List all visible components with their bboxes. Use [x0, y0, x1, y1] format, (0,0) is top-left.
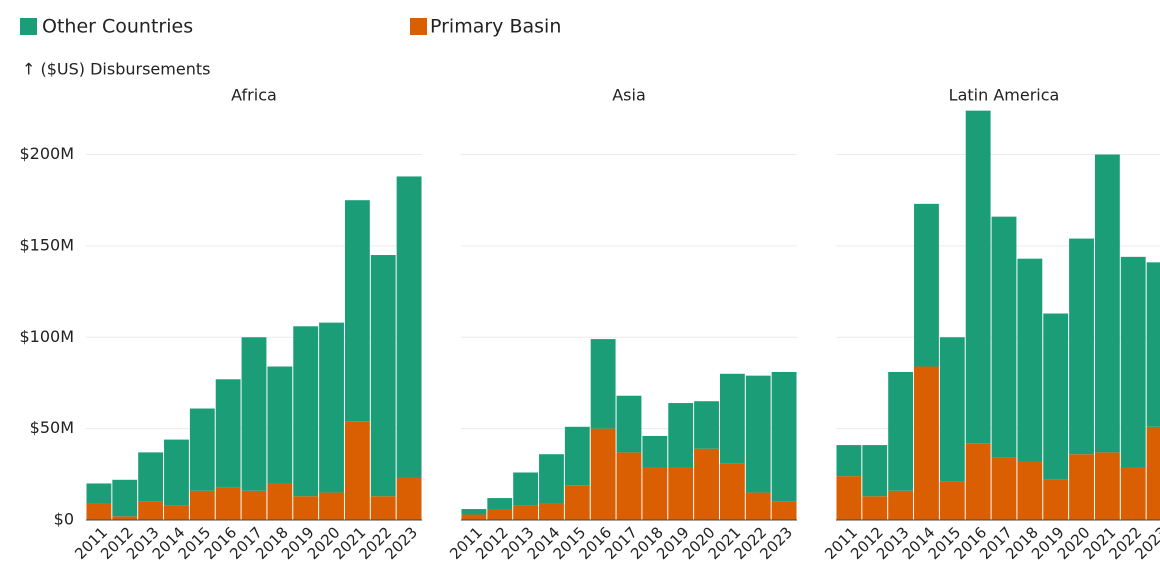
bar: [642, 467, 668, 520]
bar: [564, 426, 590, 486]
y-tick-label: $50M: [30, 418, 74, 437]
bar: [862, 496, 888, 520]
bar: [487, 509, 513, 520]
bar: [86, 503, 112, 520]
bar: [319, 322, 344, 493]
bar: [771, 501, 797, 520]
bar: [888, 490, 914, 520]
bar: [241, 337, 267, 491]
bar: [590, 428, 616, 520]
bar: [836, 476, 862, 520]
bar: [189, 490, 215, 520]
bar: [888, 371, 914, 491]
bar: [1094, 452, 1120, 520]
bar: [836, 445, 862, 477]
legend-label: Primary Basin: [430, 16, 561, 38]
bar: [965, 443, 991, 520]
bar: [461, 514, 487, 520]
y-tick-label: $150M: [19, 235, 74, 254]
bar: [1069, 238, 1094, 455]
bar: [319, 492, 344, 520]
legend-label: Other Countries: [42, 16, 193, 38]
bar: [461, 509, 487, 515]
bar: [241, 490, 267, 520]
bar: [914, 203, 939, 367]
bar: [1043, 479, 1069, 520]
bar: [1017, 258, 1043, 462]
bar: [745, 492, 771, 520]
bar: [642, 435, 668, 468]
bar: [189, 408, 215, 491]
bar: [112, 516, 138, 520]
facet-title: Latin America: [949, 86, 1060, 105]
bar: [370, 255, 396, 497]
bar: [965, 110, 991, 444]
bar: [590, 339, 616, 429]
bar: [112, 479, 138, 517]
bar: [396, 477, 422, 520]
bar: [267, 483, 293, 520]
bar: [539, 454, 564, 504]
bar: [1094, 154, 1120, 453]
bar: [86, 483, 112, 504]
bar: [939, 481, 965, 520]
bar: [396, 176, 422, 478]
bar: [344, 200, 370, 422]
facet-title: Africa: [231, 86, 277, 105]
bar: [1120, 256, 1146, 468]
bar: [1120, 467, 1146, 520]
bar: [1043, 313, 1069, 480]
bar: [215, 379, 241, 488]
bar: [991, 216, 1017, 458]
facet-title: Asia: [612, 86, 646, 105]
bar: [1146, 262, 1160, 427]
legend-swatch: [410, 18, 427, 35]
bar: [616, 395, 642, 453]
y-axis-label: ↑ ($US) Disbursements: [22, 60, 210, 79]
bar: [344, 421, 370, 520]
bar: [164, 505, 189, 520]
legend-swatch: [20, 18, 37, 35]
bar: [939, 337, 965, 482]
bar: [267, 366, 293, 484]
bar: [513, 505, 539, 520]
bar: [138, 501, 164, 520]
bar: [487, 498, 513, 510]
bar: [293, 496, 319, 520]
bar: [370, 496, 396, 520]
bar: [719, 463, 745, 520]
bar: [862, 445, 888, 497]
bar: [991, 457, 1017, 520]
bar: [771, 371, 797, 502]
bar: [668, 467, 694, 520]
bar: [1017, 461, 1043, 520]
bar: [694, 401, 719, 449]
bar: [138, 452, 164, 502]
bar: [564, 485, 590, 520]
bar: [694, 448, 719, 520]
bar: [914, 366, 939, 520]
y-tick-label: $0: [54, 510, 74, 529]
bar: [164, 439, 189, 506]
bar: [1069, 454, 1094, 520]
y-tick-label: $200M: [19, 144, 74, 163]
bar: [293, 326, 319, 497]
bar: [719, 373, 745, 464]
bar: [616, 452, 642, 520]
bar: [745, 375, 771, 493]
bar: [215, 487, 241, 520]
bar: [539, 503, 564, 520]
y-tick-label: $100M: [19, 327, 74, 346]
bar: [1146, 426, 1160, 520]
bar: [513, 472, 539, 506]
bar: [668, 403, 694, 468]
